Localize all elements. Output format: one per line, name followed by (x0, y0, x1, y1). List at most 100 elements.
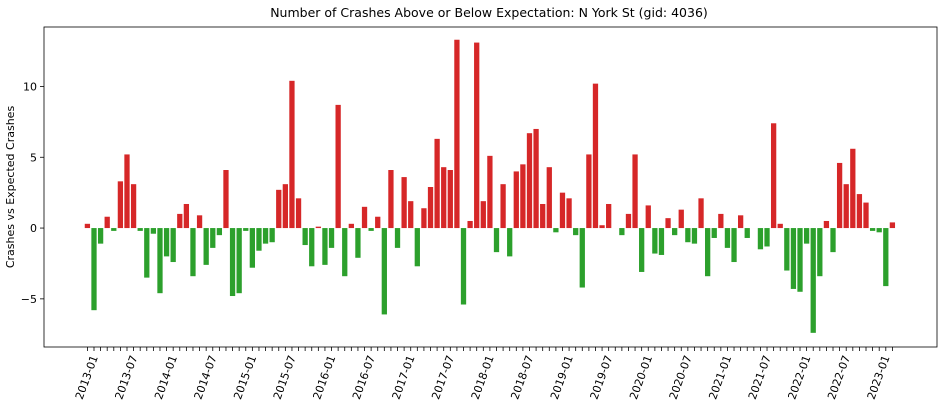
x-tick-label: 2020-01 (627, 354, 655, 402)
y-ticks-group: −5 0 5 10 (21, 80, 44, 306)
bar (876, 228, 882, 233)
bar (685, 228, 691, 243)
bar (652, 228, 658, 254)
bar (823, 220, 830, 229)
bar (441, 167, 447, 229)
x-tick-label: 2022-07 (825, 354, 853, 402)
y-tick-label: 10 (23, 80, 37, 93)
chart-title: Number of Crashes Above or Below Expecta… (270, 5, 708, 20)
bar (375, 216, 381, 229)
y-tick-label: 5 (30, 151, 37, 164)
bar (282, 184, 288, 229)
bar (355, 228, 361, 258)
bar (295, 198, 302, 229)
bar (368, 228, 374, 231)
bar (856, 194, 863, 229)
bar (843, 184, 849, 229)
bar (335, 104, 341, 229)
bar (361, 206, 368, 229)
bar (705, 228, 711, 277)
bar (170, 228, 176, 263)
bar (606, 203, 612, 229)
bar (348, 223, 354, 229)
x-tick-label: 2013-01 (73, 354, 101, 402)
bar (302, 228, 308, 246)
bar (256, 228, 262, 251)
bar (216, 228, 223, 236)
bar (738, 215, 744, 229)
bar (830, 228, 836, 253)
x-tick-label: 2023-01 (865, 354, 893, 402)
bar (434, 138, 440, 229)
bar (592, 83, 599, 229)
bar (559, 192, 566, 229)
bar (731, 228, 737, 263)
bar (394, 228, 401, 248)
bar (203, 228, 209, 265)
bar (124, 154, 130, 229)
bar (454, 39, 460, 229)
bar (91, 228, 97, 311)
bar (850, 148, 856, 229)
bar (322, 228, 328, 265)
bar (130, 184, 137, 229)
bar (157, 228, 163, 294)
bar (790, 228, 797, 289)
bar (869, 228, 876, 231)
bar (137, 228, 143, 231)
bar (639, 228, 645, 272)
bar (229, 228, 236, 297)
bar (183, 203, 190, 229)
bar (487, 155, 493, 229)
bar (533, 128, 539, 229)
x-tick-label: 2016-01 (310, 354, 338, 402)
bar (883, 228, 889, 287)
bar (599, 225, 605, 229)
bar (289, 80, 295, 229)
bar (672, 228, 678, 236)
x-tick-label: 2013-07 (112, 354, 140, 402)
bar (573, 228, 579, 236)
bar (474, 42, 480, 229)
bar (480, 201, 486, 229)
bar (467, 220, 473, 229)
bar (770, 123, 777, 229)
bar (84, 223, 91, 229)
x-tick-label: 2015-07 (271, 354, 299, 402)
bar (520, 164, 526, 229)
bar (836, 162, 843, 229)
bar (619, 228, 625, 236)
bar (546, 167, 552, 229)
x-tick-label: 2018-07 (508, 354, 536, 402)
bar (104, 216, 110, 229)
bar (863, 202, 869, 229)
bar (711, 228, 717, 238)
bar (210, 228, 216, 248)
bar (665, 218, 671, 229)
bar (632, 154, 638, 229)
bar (764, 228, 770, 247)
x-tick-label: 2014-07 (192, 354, 220, 402)
bar (744, 228, 750, 238)
bar (678, 209, 684, 229)
bar (190, 228, 196, 277)
bar (408, 201, 414, 229)
bar (777, 223, 783, 229)
bar (889, 222, 896, 229)
bar (460, 228, 467, 305)
x-tick-label: 2016-07 (350, 354, 378, 402)
x-ticks-group: 2013-01 2013-07 2014-01 2014-07 2015-01 2015-… (73, 347, 893, 401)
y-tick-label: 0 (30, 222, 37, 235)
bar (315, 226, 321, 229)
bar (658, 228, 665, 255)
bar (150, 228, 157, 234)
bar (262, 228, 269, 244)
bar (163, 228, 170, 257)
x-tick-label: 2017-07 (429, 354, 457, 402)
x-tick-label: 2019-01 (548, 354, 576, 402)
x-tick-label: 2020-07 (667, 354, 695, 402)
bar (817, 228, 823, 277)
bar (507, 228, 513, 257)
